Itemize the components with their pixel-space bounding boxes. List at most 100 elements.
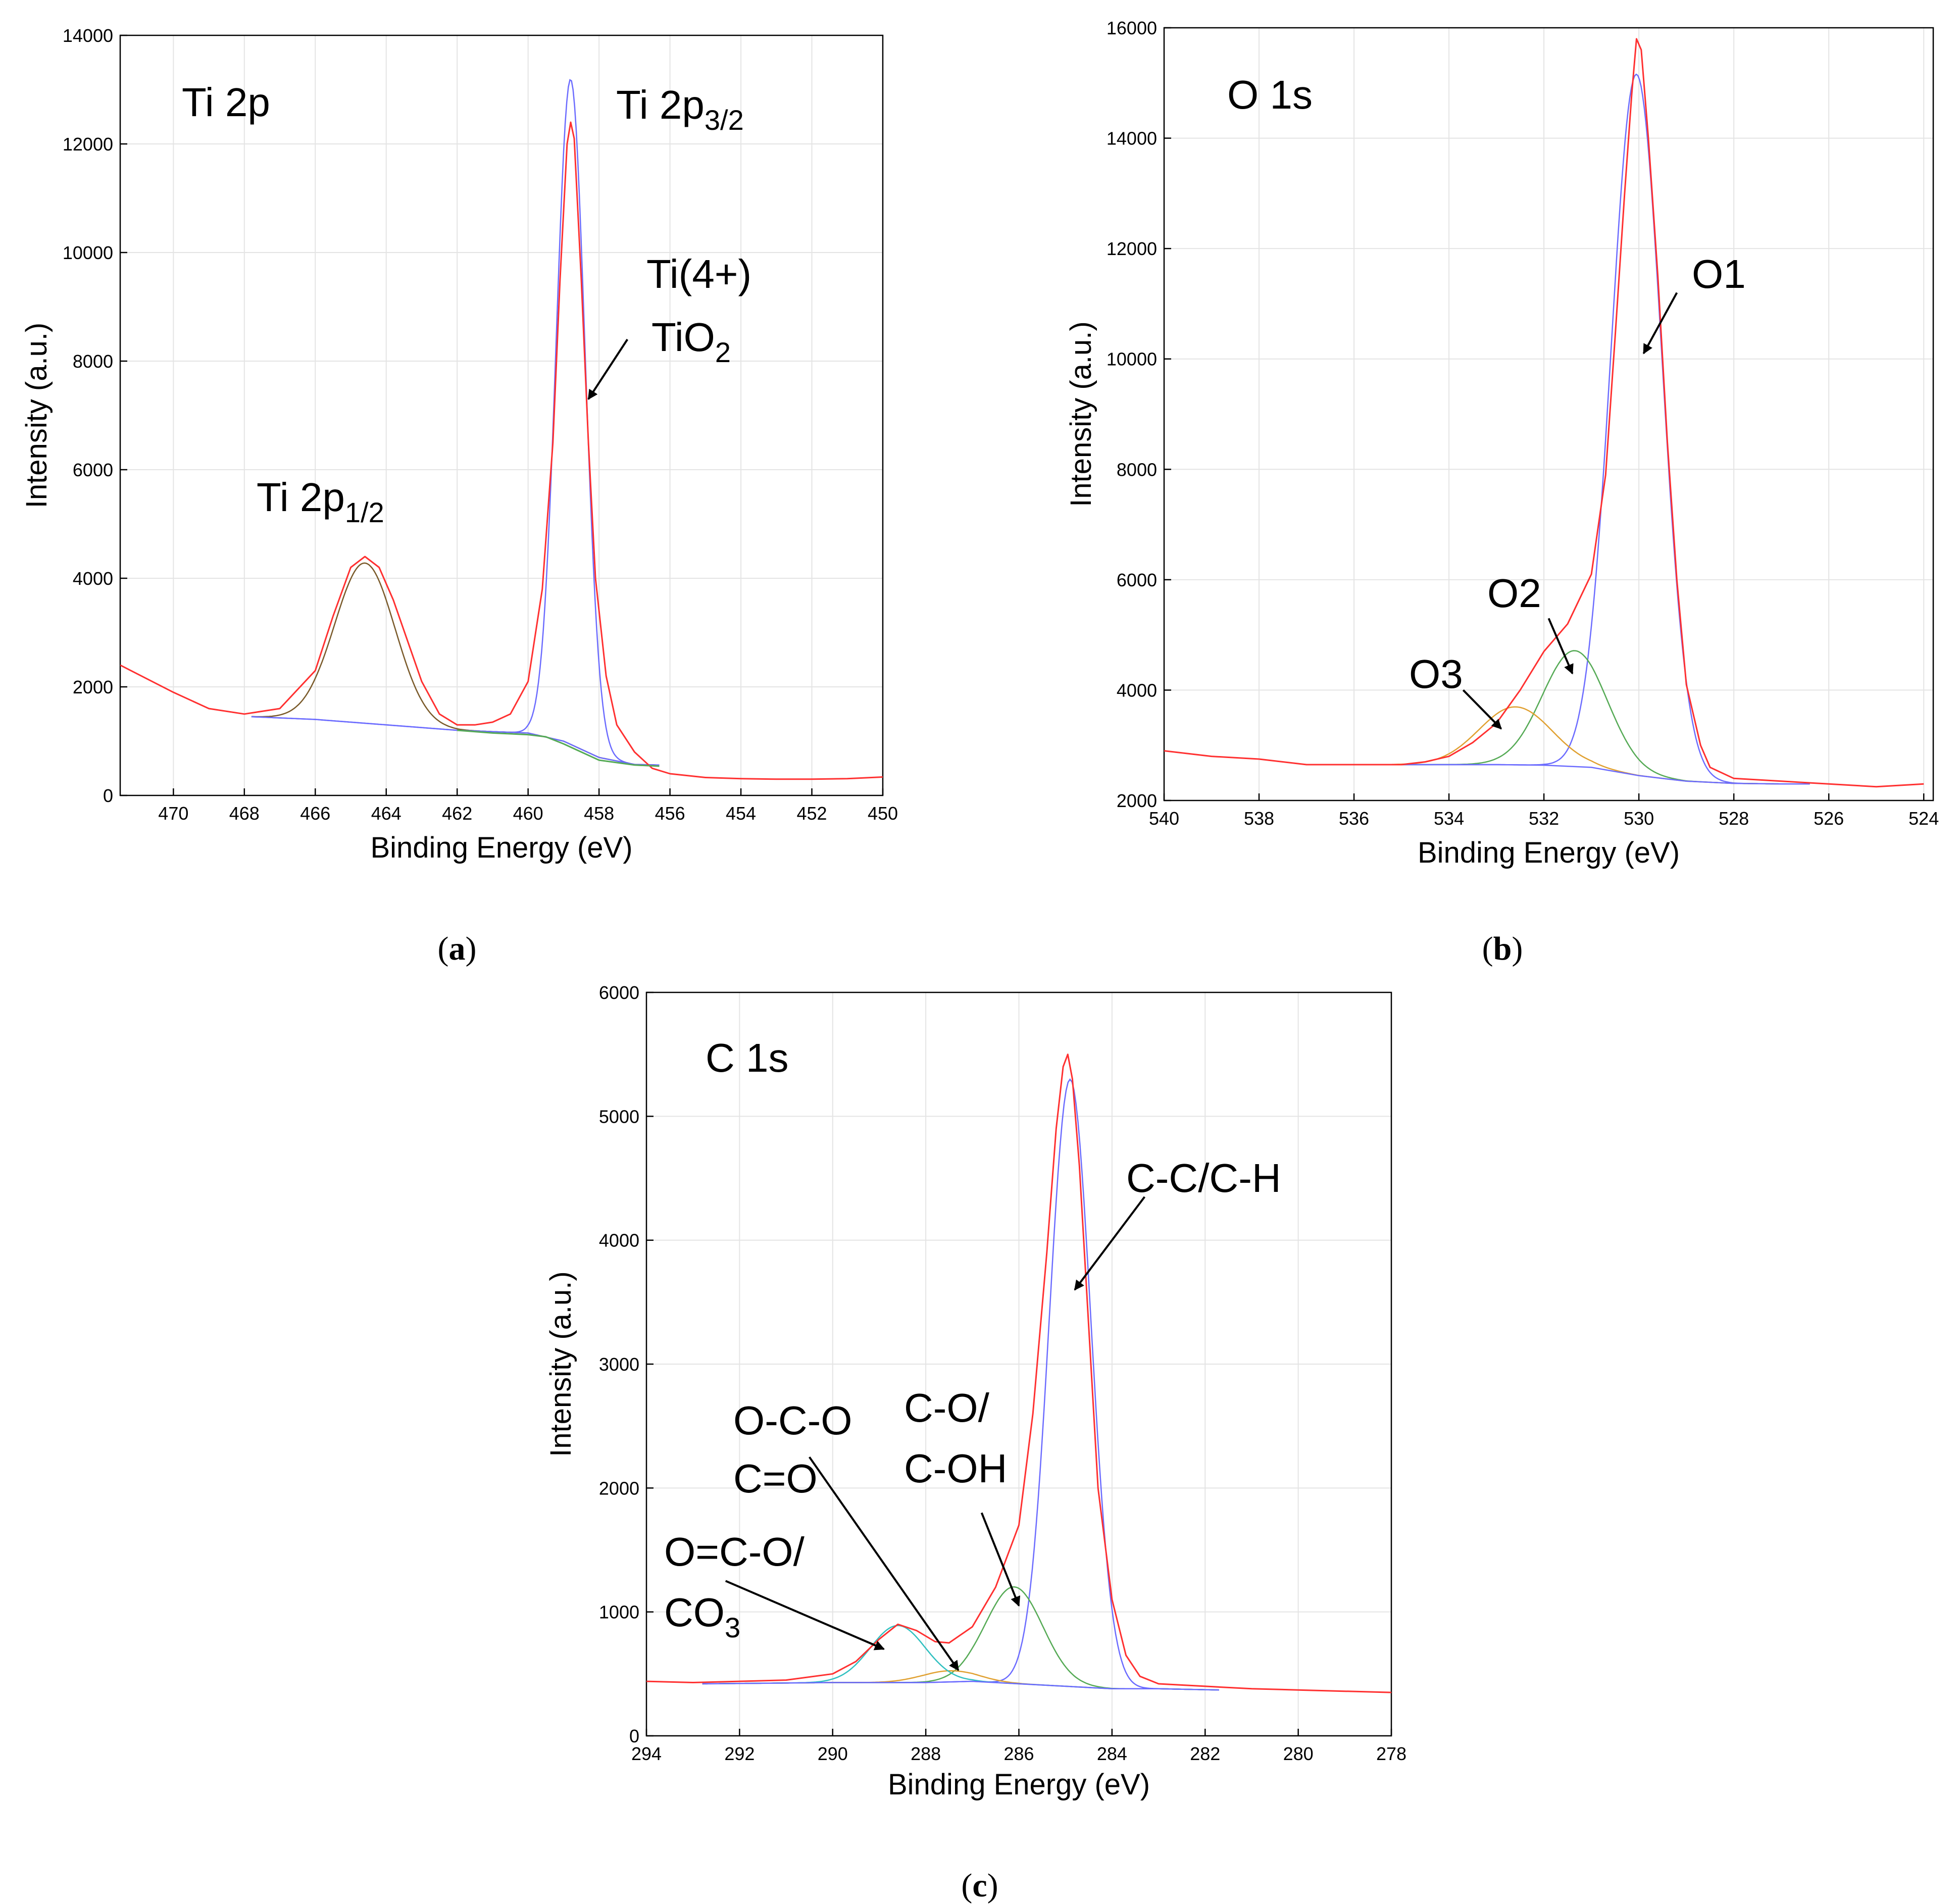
x-tick-label: 536 xyxy=(1339,808,1369,829)
annotation-label: O1 xyxy=(1692,252,1746,296)
y-tick-label: 4000 xyxy=(73,568,113,589)
background-line xyxy=(1392,764,1810,785)
x-tick-label: 452 xyxy=(796,803,827,824)
annotation-main: C-C/C-H xyxy=(1126,1156,1281,1200)
annotation-label: Ti(4+) xyxy=(646,252,751,296)
annotation-label: C-C/C-H xyxy=(1126,1156,1281,1200)
panel-paren-close: ) xyxy=(987,1867,998,1904)
annotation-label: TiO2 xyxy=(651,315,731,368)
y-tick-label: 16000 xyxy=(1107,18,1157,38)
x-tick-label: 450 xyxy=(868,803,898,824)
x-tick-label: 524 xyxy=(1908,808,1939,829)
annotation-label: C 1s xyxy=(706,1035,789,1080)
annotation-label: C-O/ xyxy=(904,1385,990,1430)
measured-spectrum xyxy=(646,1054,1391,1693)
annotation-label: Ti 2p1/2 xyxy=(257,475,384,528)
annotation-arrow xyxy=(587,338,628,400)
x-tick-label: 284 xyxy=(1097,1743,1127,1764)
y-tick-label: 12000 xyxy=(63,134,113,155)
annotation-subscript: 2 xyxy=(715,336,731,368)
chart-c: 294 292 290 288 286 284 282 280 278 0 1000 2000 3000… xyxy=(544,982,1407,1904)
annotation-main: O=C-O/ xyxy=(664,1529,805,1574)
x-tick-label: 538 xyxy=(1244,808,1274,829)
x-tick-label: 532 xyxy=(1529,808,1559,829)
panel-paren-open: ( xyxy=(1482,930,1493,967)
annotation-subscript: 3 xyxy=(725,1612,740,1643)
y-tick-label: 10000 xyxy=(63,242,113,263)
annotation-label: C-OH xyxy=(904,1446,1007,1491)
x-tick-label: 470 xyxy=(158,803,188,824)
x-tick-label: 456 xyxy=(655,803,685,824)
annotation-main: O 1s xyxy=(1227,72,1313,117)
annotation-label: CO3 xyxy=(664,1590,740,1643)
panel-label: (b) xyxy=(1482,930,1523,967)
y-tick-label: 3000 xyxy=(599,1354,639,1375)
annotation-main: C-O/ xyxy=(904,1385,990,1430)
x-tick-label: 464 xyxy=(371,803,401,824)
x-tick-label: 526 xyxy=(1814,808,1844,829)
y-tick-label: 1000 xyxy=(599,1602,639,1623)
y-axis-label: Intensity (a.u.) xyxy=(20,323,53,508)
x-tick-label: 294 xyxy=(631,1743,662,1764)
x-axis-label: Binding Energy (eV) xyxy=(888,1768,1150,1801)
x-tick-label: 540 xyxy=(1149,808,1179,829)
annotation-arrow xyxy=(809,1456,960,1671)
plot-frame xyxy=(1163,27,1934,801)
x-tick-label: 534 xyxy=(1434,808,1464,829)
annotation-main: Ti 2p xyxy=(616,82,705,127)
panel-paren-close: ) xyxy=(466,930,477,967)
annotation-main: C 1s xyxy=(706,1035,789,1080)
annotation-arrow xyxy=(1642,292,1678,355)
panel-letter: a xyxy=(449,930,466,967)
y-tick-label: 6000 xyxy=(1117,570,1157,590)
annotation-label: O3 xyxy=(1409,652,1463,696)
plot-frame xyxy=(119,34,884,796)
annotation-subscript: 3/2 xyxy=(705,104,744,136)
x-tick-label: 528 xyxy=(1719,808,1749,829)
x-axis-label: Binding Energy (eV) xyxy=(1418,836,1680,869)
annotation-main: O3 xyxy=(1409,652,1463,696)
background-line xyxy=(702,1680,1219,1691)
x-tick-label: 282 xyxy=(1190,1743,1220,1764)
panel-paren-open: ( xyxy=(961,1867,972,1904)
annotation-label: O-C-O xyxy=(733,1398,852,1443)
panel-letter: c xyxy=(972,1867,987,1904)
y-tick-label: 6000 xyxy=(599,982,639,1003)
chart-a: 470 468 466 464 462 460 458 456 454 452 450 0 2000 40… xyxy=(20,25,898,967)
y-tick-label: 4000 xyxy=(1117,680,1157,700)
y-tick-label: 6000 xyxy=(73,460,113,480)
x-tick-label: 460 xyxy=(513,803,543,824)
y-tick-label: 5000 xyxy=(599,1106,639,1127)
y-tick-label: 8000 xyxy=(1117,459,1157,480)
measured-spectrum xyxy=(120,121,883,780)
x-tick-label: 466 xyxy=(300,803,330,824)
y-tick-label: 2000 xyxy=(599,1478,639,1498)
annotation-arrow xyxy=(1074,1196,1146,1291)
y-tick-label: 14000 xyxy=(1107,128,1157,149)
series-line xyxy=(457,729,660,767)
annotation-main: C=O xyxy=(733,1456,818,1501)
x-tick-label: 530 xyxy=(1624,808,1654,829)
y-axis-label: Intensity (a.u.) xyxy=(1065,321,1097,507)
component-peak xyxy=(1392,706,1810,785)
background-line xyxy=(251,716,660,766)
annotation-arrow xyxy=(1462,689,1502,730)
y-tick-label: 14000 xyxy=(63,25,113,46)
x-tick-label: 458 xyxy=(584,803,614,824)
y-tick-label: 0 xyxy=(103,785,113,806)
annotation-label: O 1s xyxy=(1227,72,1313,117)
panel-letter: b xyxy=(1493,930,1512,967)
x-tick-label: 454 xyxy=(726,803,756,824)
y-tick-label: 4000 xyxy=(599,1230,639,1251)
annotation-arrow xyxy=(725,1580,885,1650)
annotation-main: Ti 2p xyxy=(257,475,345,520)
annotation-main: O1 xyxy=(1692,252,1746,296)
x-tick-label: 278 xyxy=(1376,1743,1407,1764)
y-tick-label: 10000 xyxy=(1107,349,1157,370)
x-tick-label: 288 xyxy=(911,1743,941,1764)
panel-label: (c) xyxy=(961,1867,998,1904)
x-tick-label: 290 xyxy=(818,1743,848,1764)
annotation-label: O2 xyxy=(1487,571,1541,616)
x-tick-label: 292 xyxy=(724,1743,755,1764)
